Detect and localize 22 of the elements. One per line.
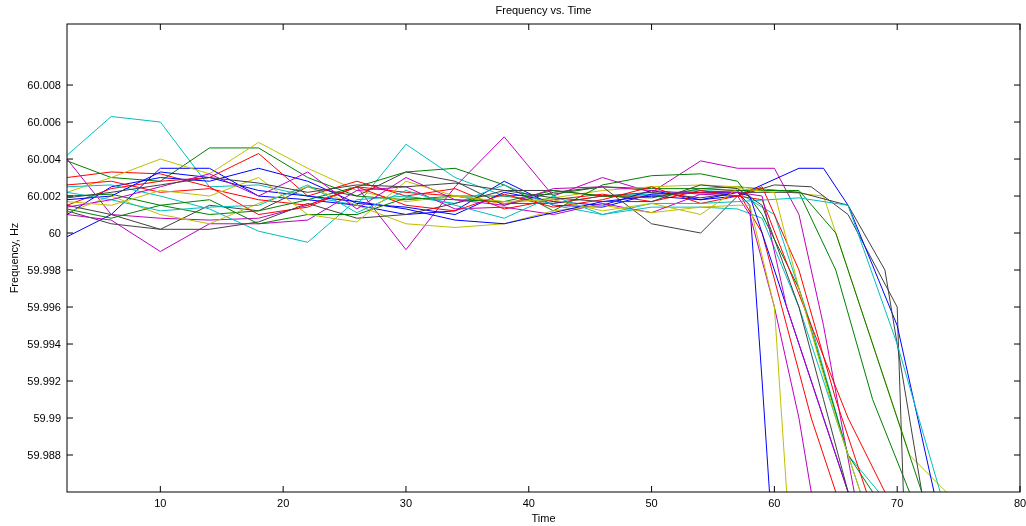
y-tick-label: 60.004 bbox=[27, 153, 61, 166]
x-tick-label: 20 bbox=[277, 497, 290, 509]
y-tick-label: 59.99 bbox=[33, 412, 61, 425]
y-axis-title: Frequency, Hz bbox=[8, 222, 20, 294]
x-tick-label: 60 bbox=[768, 497, 781, 509]
y-tick-label: 59.992 bbox=[27, 375, 61, 388]
x-tick-label: 40 bbox=[522, 497, 535, 509]
x-axis-title: Time bbox=[531, 512, 556, 524]
x-tick-label: 70 bbox=[891, 497, 904, 509]
y-tick-label: 60 bbox=[48, 227, 61, 240]
x-tick-label: 50 bbox=[645, 497, 658, 509]
chart-title: Frequency vs. Time bbox=[495, 4, 592, 16]
y-tick-label: 60.008 bbox=[27, 79, 61, 92]
y-tick-label: 59.988 bbox=[27, 449, 61, 461]
y-tick-label: 60.002 bbox=[27, 190, 61, 203]
y-tick-label: 59.996 bbox=[27, 301, 61, 314]
x-tick-label: 80 bbox=[1013, 497, 1026, 509]
x-tick-label: 30 bbox=[399, 497, 413, 509]
x-tick-label: 10 bbox=[154, 497, 167, 509]
y-tick-label: 59.994 bbox=[27, 338, 61, 351]
y-tick-label: 60.006 bbox=[27, 116, 61, 129]
y-tick-label: 59.998 bbox=[27, 264, 61, 277]
